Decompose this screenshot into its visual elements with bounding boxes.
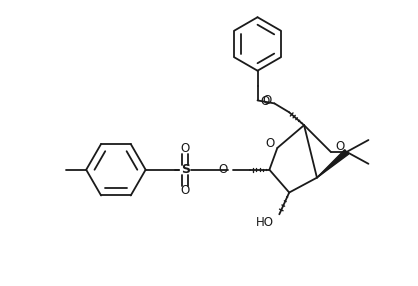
Text: O: O [219, 163, 228, 176]
Text: O: O [266, 138, 275, 150]
Text: O: O [181, 184, 190, 197]
Polygon shape [317, 150, 349, 178]
Text: O: O [336, 140, 345, 154]
Text: S: S [181, 163, 190, 176]
Text: O: O [181, 142, 190, 156]
Text: O: O [260, 95, 270, 108]
Text: O: O [263, 94, 272, 107]
Text: HO: HO [256, 216, 274, 229]
